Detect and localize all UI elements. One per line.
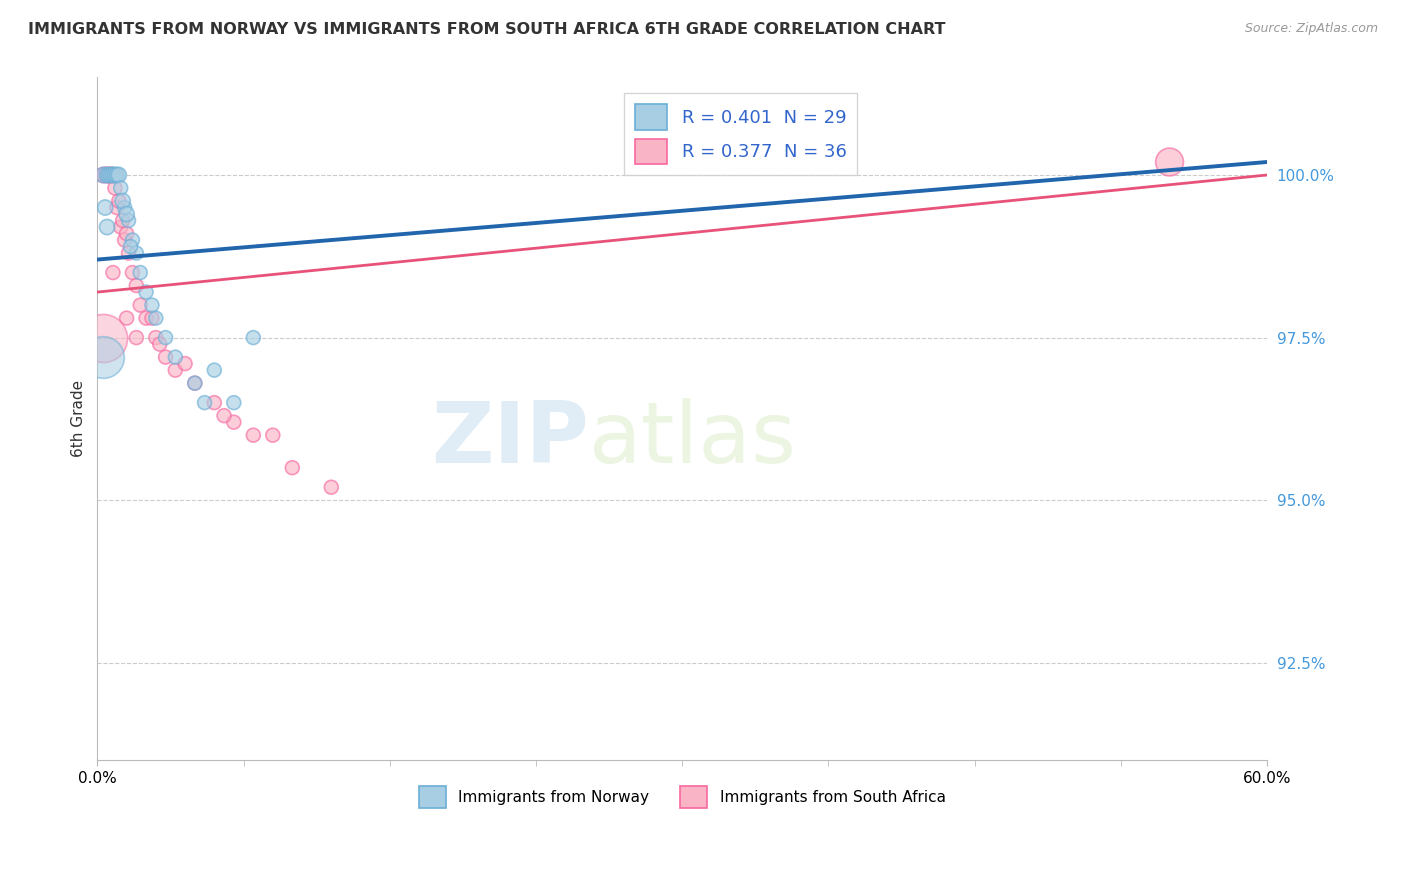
Text: atlas: atlas — [589, 398, 797, 481]
Point — [222, 395, 245, 409]
Y-axis label: 6th Grade: 6th Grade — [72, 380, 86, 458]
Point — [145, 330, 167, 344]
Point — [100, 168, 122, 182]
Point — [165, 350, 187, 364]
Point — [202, 395, 225, 409]
Point — [242, 330, 264, 344]
Point — [262, 428, 284, 442]
Point — [141, 311, 163, 326]
Point — [100, 168, 122, 182]
Point — [184, 376, 207, 391]
Point — [174, 357, 197, 371]
Point — [115, 207, 138, 221]
Point — [125, 246, 148, 260]
Point — [111, 194, 134, 208]
Legend: Immigrants from Norway, Immigrants from South Africa: Immigrants from Norway, Immigrants from … — [412, 780, 952, 814]
Point — [96, 168, 118, 182]
Point — [155, 330, 177, 344]
Point — [107, 194, 129, 208]
Point — [281, 460, 304, 475]
Point — [105, 201, 128, 215]
Point — [202, 363, 225, 377]
Point — [105, 168, 128, 182]
Point — [117, 213, 139, 227]
Point — [115, 227, 138, 241]
Point — [94, 168, 117, 182]
Point — [98, 168, 121, 182]
Point — [120, 239, 142, 253]
Point — [129, 298, 152, 312]
Point — [141, 298, 163, 312]
Point — [110, 181, 132, 195]
Point — [193, 395, 215, 409]
Point — [184, 376, 207, 391]
Point — [96, 168, 118, 182]
Point — [107, 168, 129, 182]
Point — [242, 428, 264, 442]
Point — [135, 285, 157, 299]
Point — [101, 266, 124, 280]
Point — [114, 233, 136, 247]
Point — [115, 311, 138, 326]
Point — [110, 220, 132, 235]
Point — [125, 278, 148, 293]
Point — [114, 201, 136, 215]
Point — [155, 350, 177, 364]
Point — [149, 337, 172, 351]
Point — [101, 168, 124, 182]
Point — [121, 233, 143, 247]
Point — [222, 415, 245, 429]
Point — [101, 168, 124, 182]
Point — [125, 330, 148, 344]
Point — [135, 311, 157, 326]
Point — [212, 409, 235, 423]
Point — [121, 266, 143, 280]
Point — [104, 168, 127, 182]
Point — [91, 168, 114, 182]
Point — [104, 181, 127, 195]
Point — [165, 363, 187, 377]
Point — [1159, 155, 1181, 169]
Text: ZIP: ZIP — [430, 398, 589, 481]
Point — [98, 168, 121, 182]
Point — [94, 201, 117, 215]
Text: Source: ZipAtlas.com: Source: ZipAtlas.com — [1244, 22, 1378, 36]
Point — [111, 213, 134, 227]
Point — [91, 350, 114, 364]
Point — [129, 266, 152, 280]
Point — [117, 246, 139, 260]
Point — [91, 168, 114, 182]
Point — [91, 330, 114, 344]
Point — [321, 480, 343, 494]
Text: IMMIGRANTS FROM NORWAY VS IMMIGRANTS FROM SOUTH AFRICA 6TH GRADE CORRELATION CHA: IMMIGRANTS FROM NORWAY VS IMMIGRANTS FRO… — [28, 22, 946, 37]
Point — [96, 220, 118, 235]
Point — [145, 311, 167, 326]
